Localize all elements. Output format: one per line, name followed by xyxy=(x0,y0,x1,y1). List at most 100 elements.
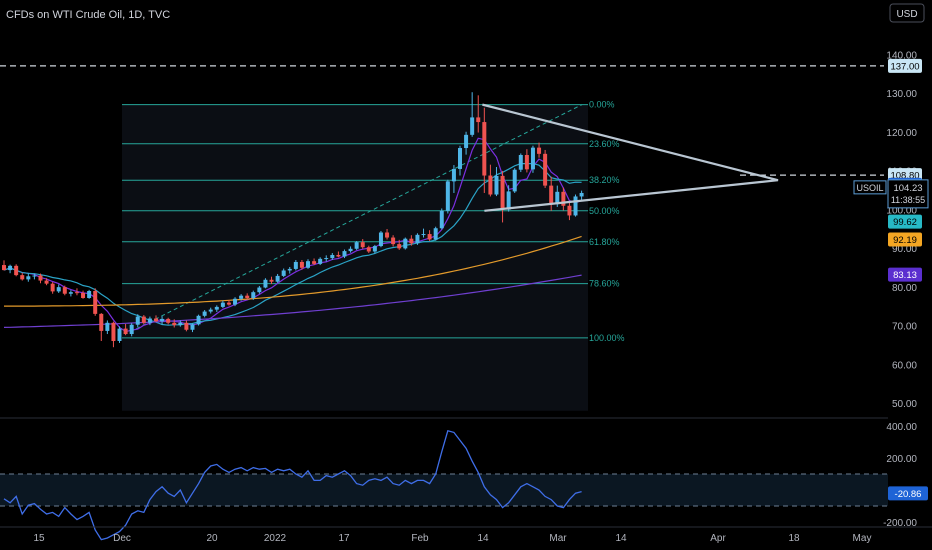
candle-body xyxy=(8,265,13,271)
candle-body xyxy=(245,295,250,298)
price-tick: 140.00 xyxy=(886,50,917,61)
time-tick: 17 xyxy=(338,533,350,544)
chart-title: CFDs on WTI Crude Oil, 1D, TVC xyxy=(6,9,170,21)
candle-body xyxy=(208,309,213,312)
candle-body xyxy=(500,175,505,210)
candle-body xyxy=(93,291,98,314)
candle-body xyxy=(99,313,104,331)
candle-body xyxy=(330,254,335,259)
candle-body xyxy=(494,175,499,195)
cci-value: -20.86 xyxy=(895,489,922,500)
last-price: 104.23 xyxy=(893,183,922,194)
price-axis[interactable]: 140.00130.00120.00110.00100.0090.0080.00… xyxy=(0,50,917,419)
candle-body xyxy=(524,155,529,170)
candle-body xyxy=(275,275,280,282)
candle-body xyxy=(178,322,183,326)
currency-button[interactable]: USD xyxy=(889,3,925,23)
price-tick: 130.00 xyxy=(886,89,917,100)
time-tick: 18 xyxy=(788,533,800,544)
ma-long-line xyxy=(4,235,582,307)
candle-body xyxy=(233,298,238,305)
candle-body xyxy=(372,246,377,252)
candle-body xyxy=(378,232,383,247)
fib-shade xyxy=(122,104,588,411)
candle-body xyxy=(160,318,165,322)
fib-retracement[interactable]: 0.00% 23.60% 38.20% 50.00% 61.80% 78.60% 100.0… xyxy=(122,100,625,411)
symbol-tag-bg xyxy=(853,180,887,195)
candle-body xyxy=(239,295,244,299)
candle-body xyxy=(20,275,25,280)
fib-level-label: 100.00% xyxy=(589,333,625,343)
fib-level-label: 38.20% xyxy=(589,175,620,185)
price-tick: 100.00 xyxy=(886,205,917,216)
candle-body xyxy=(518,155,523,170)
candle-body xyxy=(26,276,31,280)
price-tick: 80.00 xyxy=(892,283,917,294)
candle-body xyxy=(14,265,19,276)
candle-body xyxy=(482,122,487,176)
candle-body xyxy=(451,168,456,182)
time-tick: Apr xyxy=(710,533,726,544)
candle-body xyxy=(184,322,189,330)
candle-body xyxy=(154,318,158,322)
time-tick: 20 xyxy=(206,533,218,544)
candle-body xyxy=(458,148,462,169)
candle-body xyxy=(2,265,6,271)
time-tick: 2022 xyxy=(264,533,287,544)
candle-body xyxy=(306,261,310,268)
fib-level-label: 61.80% xyxy=(589,237,620,247)
candle-body xyxy=(62,287,67,294)
price-label-bg xyxy=(888,232,922,247)
triangle-pattern[interactable] xyxy=(482,103,779,212)
candle-body xyxy=(147,318,152,323)
fib-level-label: 0.00% xyxy=(589,100,615,110)
candle-body xyxy=(464,134,469,149)
time-tick: 14 xyxy=(477,533,489,544)
cci-band xyxy=(0,474,888,506)
candle-body xyxy=(360,242,365,248)
candle-body xyxy=(44,280,49,284)
candle-body xyxy=(318,258,323,264)
candle-body xyxy=(166,318,171,323)
price-label: 83.13 xyxy=(893,270,917,281)
candle-body xyxy=(87,291,92,298)
candle-body xyxy=(111,322,116,341)
candle-body xyxy=(336,254,341,257)
time-axis[interactable]: 15 Dec 20 2022 17 Feb 14 Mar 14 Apr 18 May xyxy=(0,526,932,544)
price-tick: 90.00 xyxy=(892,244,917,255)
price-label-bg xyxy=(888,214,922,229)
candle-body xyxy=(433,228,438,240)
candle-body xyxy=(74,292,79,294)
candle-body xyxy=(196,315,201,325)
candle-body xyxy=(415,234,420,244)
candle-body xyxy=(512,169,517,192)
time-tick: May xyxy=(853,533,872,544)
cci-tick: 200.00 xyxy=(886,454,917,465)
candle-body xyxy=(348,248,353,252)
candle-body xyxy=(537,147,542,154)
cci-tick: 400.00 xyxy=(886,422,917,433)
triangle-lines xyxy=(482,103,779,212)
candle-body xyxy=(312,261,317,264)
fib-level-label: 50.00% xyxy=(589,206,620,216)
candle-body xyxy=(269,279,274,282)
candle-body xyxy=(293,261,298,269)
candle-body xyxy=(50,283,55,292)
price-tick: 120.00 xyxy=(886,128,917,139)
candle-body xyxy=(38,275,43,281)
symbol-tag: USOIL xyxy=(856,183,883,193)
horizontal-lines[interactable] xyxy=(0,65,884,176)
candle-body xyxy=(172,322,177,326)
price-label-bg xyxy=(888,58,922,73)
candle-body xyxy=(470,117,475,135)
candle-body xyxy=(561,191,566,206)
candle-body xyxy=(567,205,572,216)
candle-body xyxy=(385,232,390,238)
candle-body xyxy=(366,247,371,252)
candle-body xyxy=(226,302,231,305)
candle-body xyxy=(263,279,268,288)
time-tick: 15 xyxy=(33,533,45,544)
candle-body xyxy=(354,242,359,249)
candle-body xyxy=(135,316,140,325)
